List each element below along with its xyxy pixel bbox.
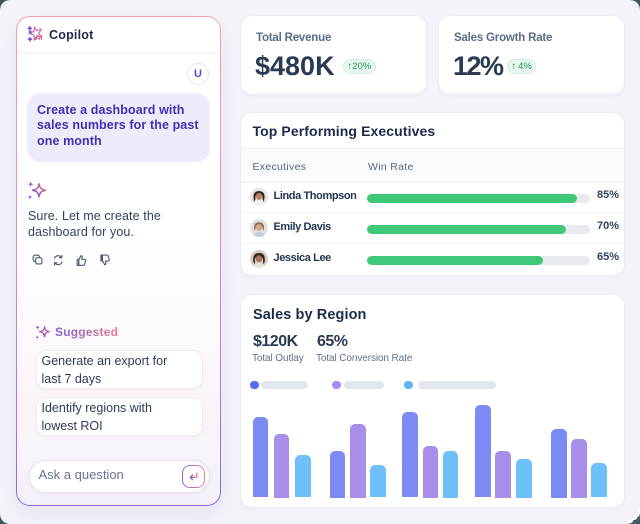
- svg-text:AI: AI: [35, 33, 42, 42]
